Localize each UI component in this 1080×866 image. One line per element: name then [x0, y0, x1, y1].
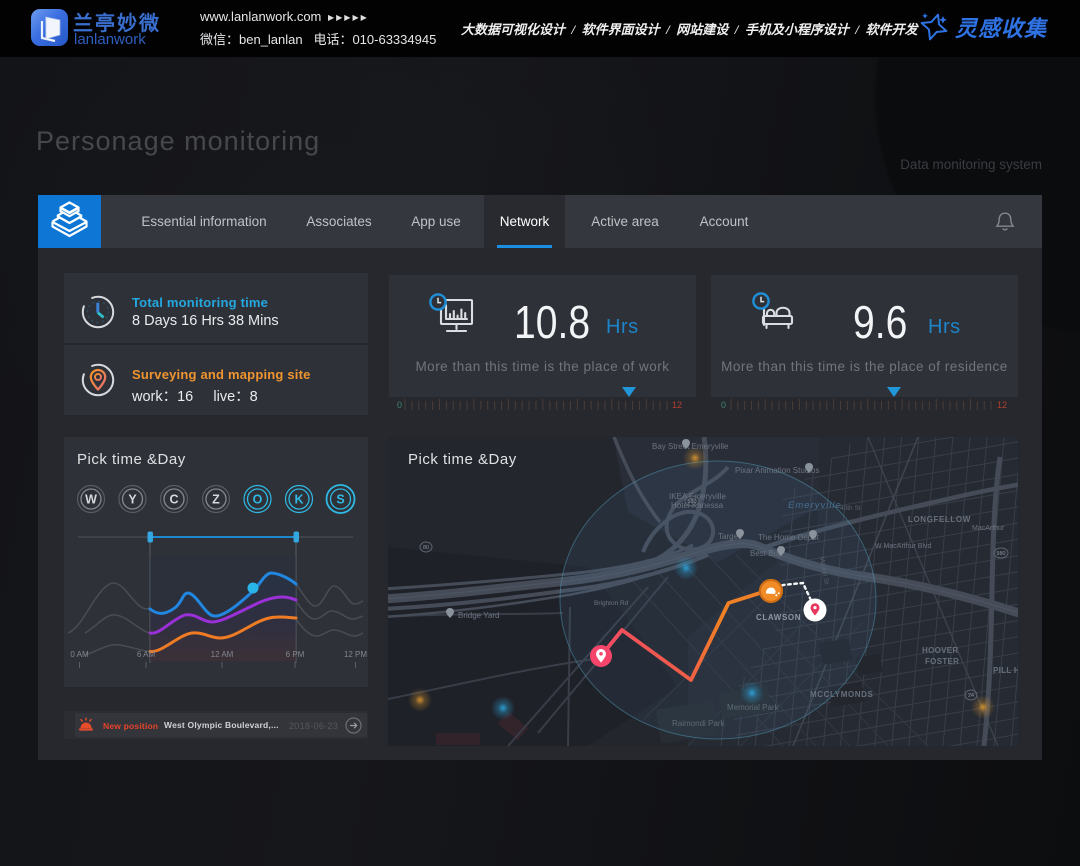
svg-text:Market St: Market St — [818, 556, 830, 585]
svg-text:S: S — [336, 493, 344, 507]
svg-text:Bay Street Emeryville: Bay Street Emeryville — [652, 442, 729, 451]
svg-text:Bridge Yard: Bridge Yard — [458, 611, 500, 620]
svg-text:Y: Y — [128, 493, 137, 507]
svg-text:12 AM: 12 AM — [211, 650, 234, 659]
svg-text:12: 12 — [672, 400, 682, 410]
svg-text:0 AM: 0 AM — [70, 650, 89, 659]
svg-text:0: 0 — [397, 400, 402, 410]
svg-text:Raimondi Park: Raimondi Park — [672, 719, 725, 728]
svg-text:580: 580 — [687, 499, 696, 505]
svg-text:MacArthur: MacArthur — [972, 525, 1005, 532]
svg-text:0: 0 — [721, 400, 726, 410]
svg-text:O: O — [253, 493, 263, 507]
svg-text:Best Buy: Best Buy — [750, 549, 782, 558]
svg-text:C: C — [169, 493, 178, 507]
svg-text:Pixar Animation Studios: Pixar Animation Studios — [735, 466, 820, 475]
svg-text:40th St: 40th St — [840, 505, 861, 512]
svg-text:Z: Z — [212, 493, 220, 507]
svg-text:24: 24 — [968, 693, 974, 699]
svg-text:W: W — [85, 493, 97, 507]
svg-text:W MacArthur Blvd: W MacArthur Blvd — [875, 543, 932, 550]
svg-text:The Home Depot: The Home Depot — [758, 533, 820, 542]
svg-text:MCCLYMONDS: MCCLYMONDS — [810, 690, 874, 699]
svg-text:Target: Target — [718, 532, 741, 541]
svg-text:980: 980 — [996, 551, 1005, 557]
svg-text:HOOVER: HOOVER — [922, 646, 958, 655]
svg-text:LONGFELLOW: LONGFELLOW — [908, 515, 971, 524]
svg-text:Brighton Rd: Brighton Rd — [594, 600, 629, 607]
svg-text:PILL H: PILL H — [993, 666, 1018, 675]
svg-text:IKEA Emeryville: IKEA Emeryville — [669, 492, 726, 501]
svg-text:Hotel Kanessa: Hotel Kanessa — [671, 501, 724, 510]
svg-text:80: 80 — [423, 545, 429, 551]
svg-text:Memorial Park: Memorial Park — [727, 703, 780, 712]
svg-text:12 PM: 12 PM — [344, 650, 367, 659]
svg-text:6 PM: 6 PM — [286, 650, 305, 659]
svg-text:Emeryville: Emeryville — [788, 500, 842, 511]
svg-text:6 AM: 6 AM — [137, 650, 156, 659]
svg-text:CLAWSON: CLAWSON — [756, 613, 801, 622]
svg-text:K: K — [294, 493, 303, 507]
svg-text:FOSTER: FOSTER — [925, 657, 959, 666]
svg-text:12: 12 — [997, 400, 1007, 410]
